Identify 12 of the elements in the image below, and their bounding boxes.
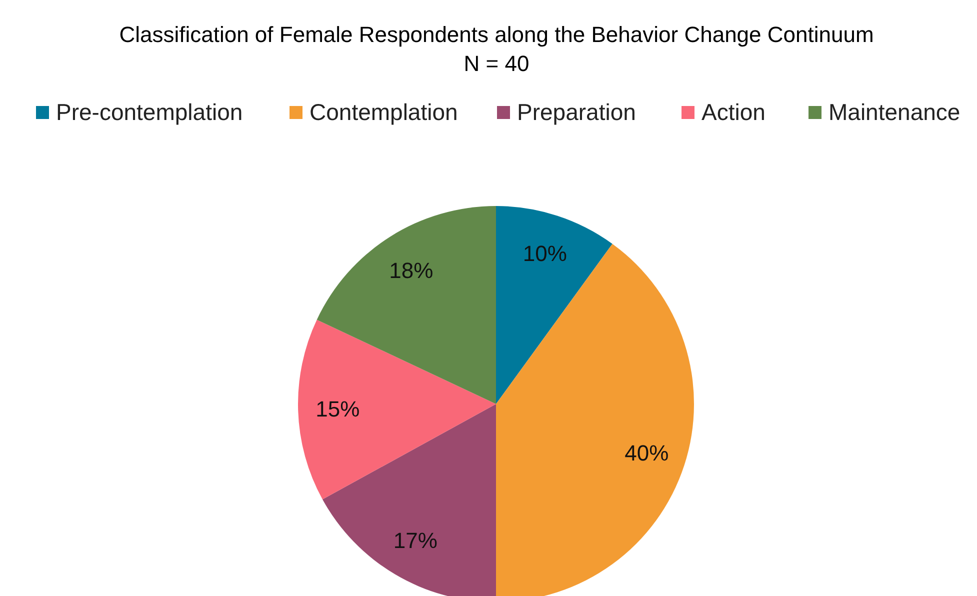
- legend-label: Pre-contemplation: [56, 99, 243, 125]
- legend-label: Action: [702, 99, 766, 125]
- data-label: 17%: [393, 528, 438, 554]
- data-label: 18%: [389, 258, 434, 283]
- data-label: 40%: [624, 440, 669, 466]
- data-label: 10%: [522, 241, 567, 266]
- chart-title: Classification of Female Respondents along the Behavior Change Continuum: [119, 22, 874, 47]
- chart-subtitle: N = 40: [464, 51, 530, 76]
- legend-label: Contemplation: [310, 99, 458, 125]
- data-label: 15%: [316, 396, 360, 422]
- legend-label: Preparation: [517, 99, 636, 125]
- legend-label: Maintenance: [828, 99, 960, 125]
